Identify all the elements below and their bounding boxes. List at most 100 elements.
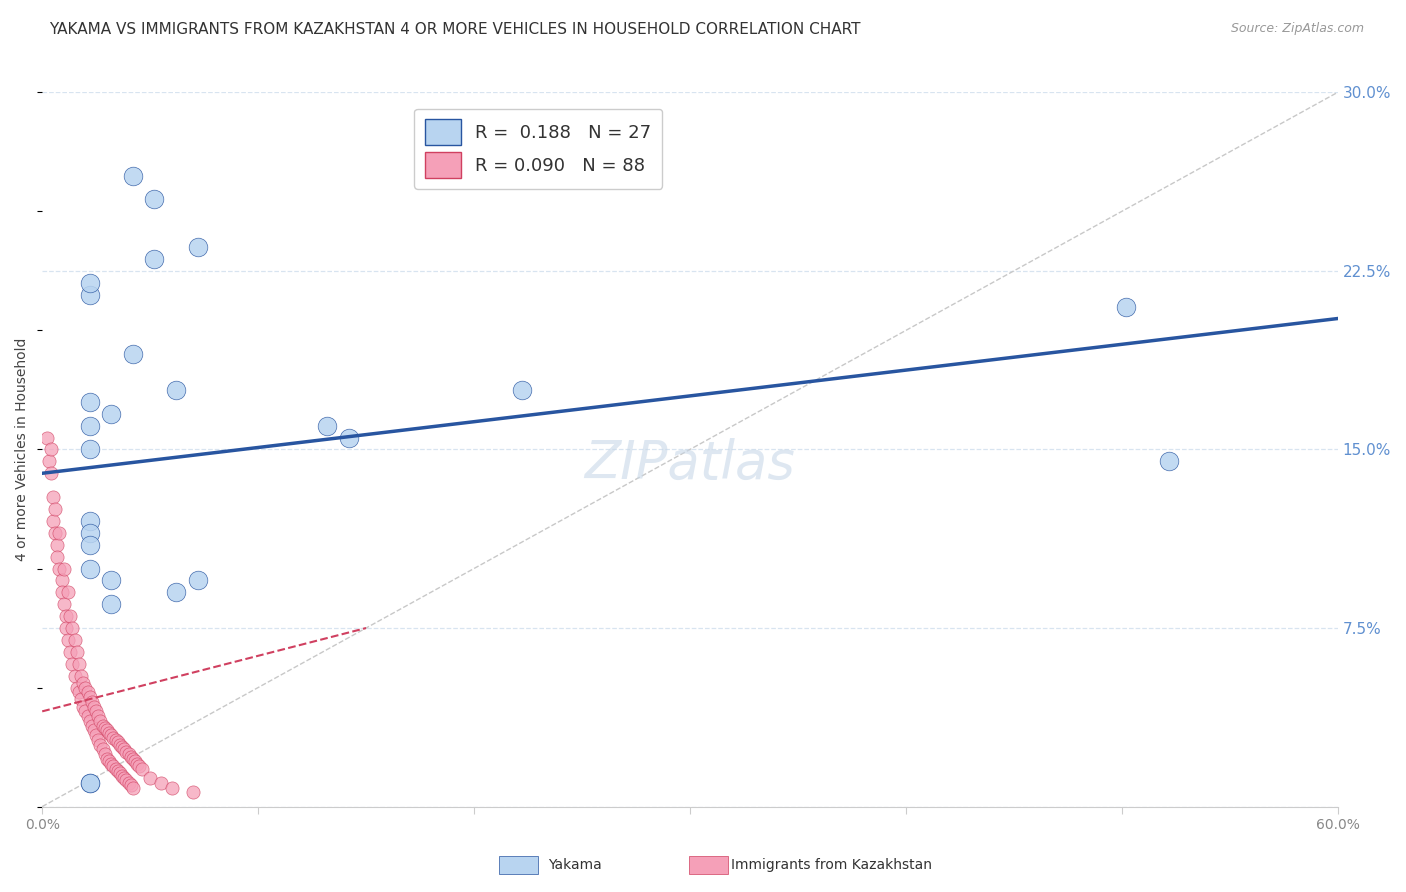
Point: [104, 733, 127, 747]
Point: [1159, 454, 1181, 468]
Point: [44, 525, 66, 540]
Point: [120, 749, 142, 764]
Point: [42, 514, 65, 528]
Point: [35, 431, 58, 445]
Point: [55, 609, 77, 624]
Point: [79, 690, 101, 704]
Point: [59, 645, 82, 659]
Point: [48, 525, 70, 540]
Point: [51, 574, 73, 588]
Point: [83, 699, 105, 714]
Text: ZIPatlas: ZIPatlas: [585, 438, 796, 490]
Point: [56, 585, 79, 599]
Point: [107, 735, 129, 749]
Point: [79, 776, 101, 790]
Point: [79, 276, 101, 290]
Point: [160, 780, 183, 795]
Point: [165, 585, 187, 599]
Point: [79, 525, 101, 540]
Point: [122, 752, 145, 766]
Point: [111, 769, 134, 783]
Point: [117, 747, 139, 762]
Point: [100, 574, 122, 588]
Text: YAKAMA VS IMMIGRANTS FROM KAZAKHSTAN 4 OR MORE VEHICLES IN HOUSEHOLD CORRELATION: YAKAMA VS IMMIGRANTS FROM KAZAKHSTAN 4 O…: [49, 22, 860, 37]
Point: [79, 395, 101, 409]
Point: [46, 538, 69, 552]
Point: [187, 240, 209, 254]
Point: [112, 742, 135, 756]
Point: [79, 442, 101, 457]
Point: [51, 585, 73, 599]
Point: [124, 755, 146, 769]
Point: [59, 609, 82, 624]
Point: [87, 733, 110, 747]
Point: [79, 287, 101, 301]
Point: [70, 692, 93, 706]
Point: [94, 721, 117, 735]
Point: [84, 728, 107, 742]
Point: [187, 574, 209, 588]
Point: [44, 502, 66, 516]
Point: [1115, 300, 1137, 314]
Point: [143, 252, 166, 266]
Point: [39, 442, 62, 457]
Point: [80, 695, 103, 709]
Point: [76, 685, 98, 699]
Point: [80, 719, 103, 733]
Point: [96, 752, 118, 766]
Point: [79, 538, 101, 552]
Point: [72, 675, 94, 690]
Legend: R =  0.188   N = 27, R = 0.090   N = 88: R = 0.188 N = 27, R = 0.090 N = 88: [413, 109, 662, 188]
Point: [79, 561, 101, 575]
Point: [67, 685, 90, 699]
Point: [42, 490, 65, 504]
Point: [91, 742, 114, 756]
Point: [127, 756, 149, 771]
Point: [70, 668, 93, 682]
Point: [66, 645, 89, 659]
Point: [143, 193, 166, 207]
Point: [149, 776, 172, 790]
Point: [79, 776, 101, 790]
Point: [112, 771, 135, 785]
Point: [89, 738, 111, 752]
Point: [117, 776, 139, 790]
Point: [75, 704, 97, 718]
Point: [72, 699, 94, 714]
Point: [83, 723, 105, 738]
Point: [63, 632, 86, 647]
Point: [120, 778, 142, 792]
Point: [510, 383, 533, 397]
Point: [100, 597, 122, 611]
Point: [76, 709, 98, 723]
Point: [96, 723, 118, 738]
Text: Source: ZipAtlas.com: Source: ZipAtlas.com: [1230, 22, 1364, 36]
Point: [165, 383, 187, 397]
Point: [98, 755, 121, 769]
Point: [48, 561, 70, 575]
Point: [56, 632, 79, 647]
Point: [337, 431, 360, 445]
Point: [128, 759, 150, 773]
Text: Yakama: Yakama: [548, 858, 602, 872]
Point: [104, 762, 127, 776]
Y-axis label: 4 or more Vehicles in Household: 4 or more Vehicles in Household: [15, 338, 30, 561]
Text: Immigrants from Kazakhstan: Immigrants from Kazakhstan: [731, 858, 932, 872]
Point: [183, 785, 205, 799]
Point: [103, 759, 125, 773]
Point: [67, 657, 90, 671]
Point: [94, 747, 117, 762]
Point: [79, 514, 101, 528]
Point: [46, 549, 69, 564]
Point: [39, 467, 62, 481]
Point: [122, 169, 145, 183]
Point: [316, 418, 339, 433]
Point: [87, 709, 110, 723]
Point: [131, 762, 153, 776]
Point: [62, 621, 84, 635]
Point: [98, 726, 121, 740]
Point: [122, 347, 145, 361]
Point: [108, 738, 131, 752]
Point: [107, 764, 129, 778]
Point: [100, 407, 122, 421]
